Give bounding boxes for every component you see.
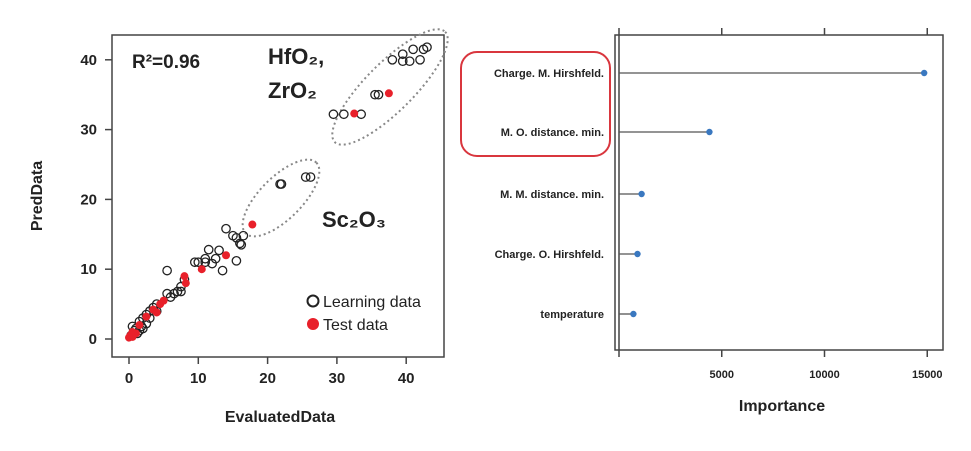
importance-point — [920, 69, 928, 77]
learning-data-point — [200, 257, 211, 268]
test-data-point — [125, 333, 133, 342]
learning-data-point — [305, 172, 316, 182]
test-data-point — [197, 265, 206, 274]
importance-row: temperature — [540, 309, 637, 321]
learning-data-point — [217, 265, 228, 276]
importance-plot: 5000 10000 15000 Charge. M. Hirshfeld. M. O… — [460, 28, 944, 415]
scatter-plot: 0 10 20 30 40 0 10 20 30 40 R²=0.96 HfO₂, ZrO₂ Sc… — [29, 28, 449, 426]
y-tick-label: 10 — [80, 261, 97, 278]
y-tick-label: 30 — [80, 122, 97, 139]
learning-data-point — [370, 89, 380, 100]
importance-point — [706, 128, 713, 136]
hfo2-label: HfO₂, — [268, 44, 324, 69]
test-data-point — [181, 279, 190, 288]
x-axis-label: EvaluatedData — [225, 409, 335, 426]
y-tick-label: 40 — [80, 52, 97, 69]
test-data-point — [131, 329, 140, 338]
y-tick-label: 20 — [80, 191, 97, 208]
test-data-point — [248, 220, 257, 229]
x-tick-label: 10000 — [809, 369, 840, 381]
legend: Learning data Test data — [306, 294, 421, 334]
learning-data-point — [397, 56, 408, 67]
learning-data-point — [236, 239, 247, 250]
sc2o3-ellipse — [241, 158, 321, 238]
importance-point — [638, 190, 645, 198]
importance-row: Charge. M. Hirshfeld. — [494, 68, 928, 80]
importance-point — [630, 310, 637, 318]
learning-data-point — [162, 288, 172, 299]
feature-label: temperature — [540, 309, 604, 321]
learning-data-point — [275, 179, 285, 189]
learning-data-point — [176, 286, 186, 297]
learning-data-point — [356, 109, 367, 120]
importance-row: M. M. distance. min. — [500, 189, 645, 201]
learning-data-point — [397, 49, 408, 60]
r2-annotation: R²=0.96 — [132, 52, 200, 73]
learning-data-point — [193, 257, 204, 268]
legend-test-label: Test data — [323, 317, 388, 334]
zro2-label: ZrO₂ — [268, 78, 317, 103]
learning-data-point — [300, 172, 311, 182]
learning-data-point — [221, 223, 231, 234]
y-tick-label: 0 — [89, 331, 97, 348]
learning-data-point — [189, 257, 200, 268]
importance-point — [634, 250, 641, 258]
importance-row: M. O. distance. min. — [501, 127, 713, 139]
test-data-point — [180, 272, 189, 281]
highlight-box — [460, 51, 611, 157]
learning-data-point — [231, 255, 242, 266]
learning-data-point — [207, 258, 218, 269]
x-tick-label: 40 — [398, 370, 415, 387]
test-data-point — [142, 312, 151, 321]
legend-learning-label: Learning data — [323, 294, 421, 311]
test-data-point — [350, 109, 359, 118]
scatter-frame — [111, 34, 445, 358]
learning-data-point — [235, 238, 245, 249]
learning-data-point — [408, 44, 418, 55]
learning-data-point — [238, 230, 249, 241]
learning-data-point — [162, 265, 172, 276]
test-data-point — [135, 321, 144, 330]
importance-row: Charge. O. Hirshfeld. — [495, 249, 641, 261]
x-tick-label: 0 — [125, 370, 133, 387]
x-tick-label: 20 — [259, 370, 276, 387]
sc2o3-label: Sc₂O₃ — [322, 207, 386, 232]
x-tick-label: 30 — [329, 370, 346, 387]
learning-data-point — [387, 54, 398, 65]
test-data-point — [384, 89, 393, 98]
importance-axis-label: Importance — [739, 398, 825, 415]
x-tick-label: 5000 — [710, 369, 734, 381]
feature-label: Charge. M. Hirshfeld. — [494, 68, 604, 80]
feature-label: M. M. distance. min. — [500, 189, 604, 201]
feature-label: Charge. O. Hirshfeld. — [495, 249, 604, 261]
x-tick-label: 15000 — [912, 369, 943, 381]
feature-label: M. O. distance. min. — [501, 127, 604, 139]
learning-data-point — [165, 292, 176, 302]
learning-data-point — [373, 89, 384, 100]
legend-test-marker — [307, 318, 319, 330]
learning-data-point — [422, 42, 432, 53]
legend-learning-marker — [306, 294, 320, 308]
learning-data-point — [338, 109, 349, 120]
learning-data-point — [169, 288, 179, 299]
y-axis-label: PredData — [29, 161, 46, 231]
x-tick-label: 10 — [190, 370, 207, 387]
learning-data-point — [415, 54, 425, 65]
learning-data-point — [210, 253, 221, 264]
learning-data-point — [328, 109, 339, 120]
test-data-point — [156, 300, 165, 309]
test-data-point — [222, 251, 231, 260]
learning-data-point — [404, 56, 415, 67]
hfo2-zro2-ellipse — [331, 28, 449, 146]
importance-frame — [614, 34, 944, 351]
learning-data-point — [203, 244, 214, 255]
test-data-point — [152, 308, 161, 317]
learning-data-point — [214, 245, 224, 256]
